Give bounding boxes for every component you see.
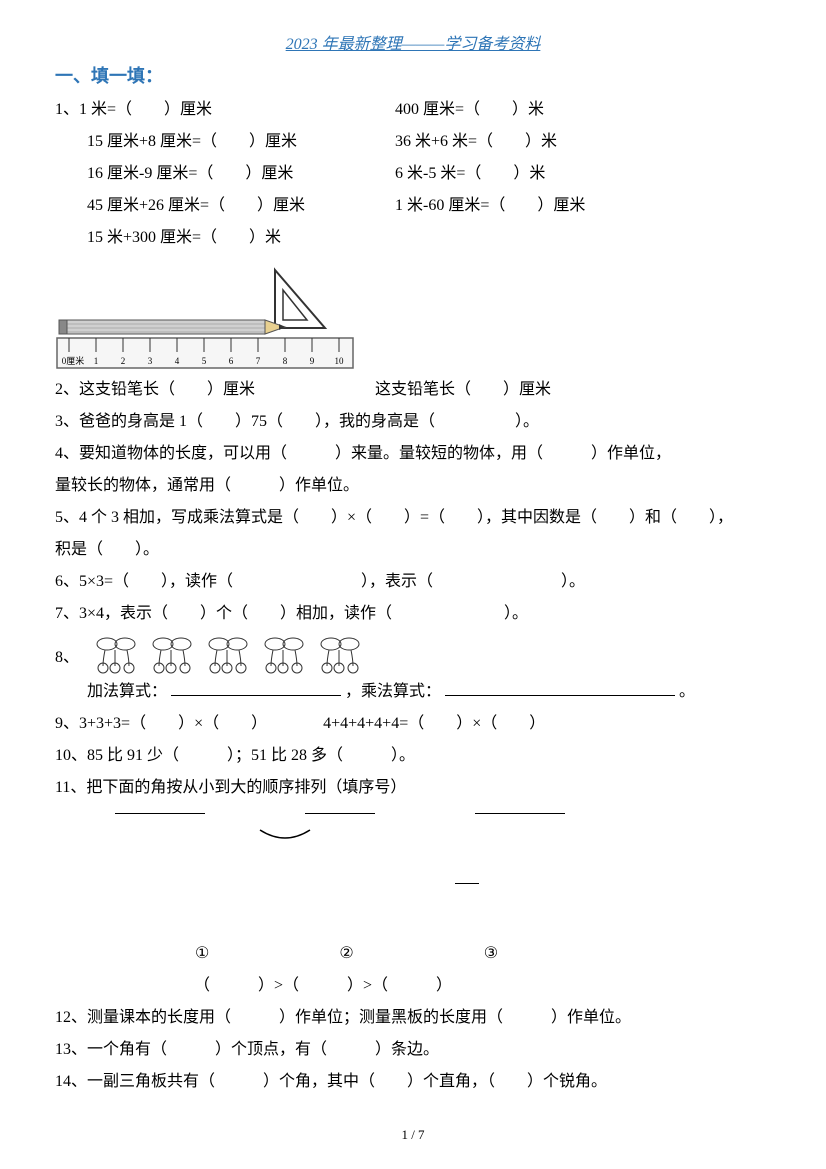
q1-r3-left: 16 厘米-9 厘米=（ ）厘米 <box>87 158 395 190</box>
svg-text:1: 1 <box>94 356 99 366</box>
q13: 13、一个角有（ ）个顶点，有（ ）条边。 <box>55 1034 771 1066</box>
svg-text:5: 5 <box>202 356 207 366</box>
q1-r1-left: 1、1 米=（ ）厘米 <box>55 94 395 126</box>
page-header: 2023 年最新整理———学习备考资料 <box>55 30 771 54</box>
q8-formula-line: 加法算式： ，乘法算式： 。 <box>55 676 771 708</box>
q6: 6、5×3=（ ），读作（ ），表示（ ）。 <box>55 566 771 598</box>
svg-text:0厘米: 0厘米 <box>62 355 85 366</box>
q7: 7、3×4，表示（ ）个（ ）相加，读作（ ）。 <box>55 598 771 630</box>
svg-text:7: 7 <box>256 356 261 366</box>
q8-add-prefix: 加法算式： <box>87 683 167 700</box>
q5-b: 积是（ ）。 <box>55 534 771 566</box>
q8-label: 8、 <box>55 642 79 674</box>
page-number: 1 / 7 <box>0 1127 826 1143</box>
cherry-row <box>89 634 369 674</box>
svg-text:10: 10 <box>335 356 345 366</box>
angle-n3: ③ <box>484 938 498 970</box>
q1-r3-right: 6 米-5 米=（ ）米 <box>395 158 771 190</box>
angle-arc <box>75 828 771 844</box>
content: 1、1 米=（ ）厘米 400 厘米=（ ）米 15 厘米+8 厘米=（ ）厘米… <box>55 94 771 1098</box>
q1-r2-right: 36 米+6 米=（ ）米 <box>395 126 771 158</box>
svg-text:3: 3 <box>148 356 153 366</box>
angle-n1: ① <box>195 938 209 970</box>
q4-a: 4、要知道物体的长度，可以用（ ）来量。量较短的物体，用（ ）作单位， <box>55 438 771 470</box>
angle-compare: （ ）>（ ）>（ ） <box>0 970 771 1002</box>
q11: 11、把下面的角按从小到大的顺序排列（填序号） <box>55 772 771 804</box>
q1-r5-left: 15 米+300 厘米=（ ）米 <box>55 222 771 254</box>
q4-b: 量较长的物体，通常用（ ）作单位。 <box>55 470 771 502</box>
q1-r1-right: 400 厘米=（ ）米 <box>395 94 771 126</box>
section-title: 一、填一填： <box>55 62 771 88</box>
svg-text:6: 6 <box>229 356 234 366</box>
q2-right: 这支铅笔长（ ）厘米 <box>375 374 551 406</box>
svg-text:9: 9 <box>310 356 315 366</box>
q5-a: 5、4 个 3 相加，写成乘法算式是（ ）×（ ）=（ ），其中因数是（ ）和（… <box>55 502 771 534</box>
q8-end: 。 <box>679 683 695 700</box>
q8-mul-prefix: ，乘法算式： <box>345 683 441 700</box>
angle-number-row: ① ② ③ <box>195 938 771 970</box>
q10: 10、85 比 91 少（ ）；51 比 28 多（ ）。 <box>55 740 771 772</box>
blank-underline <box>445 680 675 696</box>
q2-left: 2、这支铅笔长（ ）厘米 <box>55 374 375 406</box>
svg-text:8: 8 <box>283 356 288 366</box>
q1-r4-right: 1 米-60 厘米=（ ）厘米 <box>395 190 771 222</box>
blank-underline <box>171 680 341 696</box>
svg-text:4: 4 <box>175 356 180 366</box>
ruler-illustration: 0厘米 1 2 3 4 5 6 7 8 9 10 <box>55 262 771 372</box>
angle-n2: ② <box>339 938 353 970</box>
angle-diagrams <box>115 810 771 814</box>
q1-r4-left: 45 厘米+26 厘米=（ ）厘米 <box>87 190 395 222</box>
q9: 9、3+3+3=（ ）×（ ） 4+4+4+4+4=（ ）×（ ） <box>55 708 771 740</box>
q1-r2-left: 15 厘米+8 厘米=（ ）厘米 <box>87 126 395 158</box>
svg-text:2: 2 <box>121 356 126 366</box>
q14: 14、一副三角板共有（ ）个角，其中（ ）个直角，（ ）个锐角。 <box>55 1066 771 1098</box>
q12: 12、测量课本的长度用（ ）作单位；测量黑板的长度用（ ）作单位。 <box>55 1002 771 1034</box>
q3: 3、爸爸的身高是 1（ ）75（ ），我的身高是（ ）。 <box>55 406 771 438</box>
